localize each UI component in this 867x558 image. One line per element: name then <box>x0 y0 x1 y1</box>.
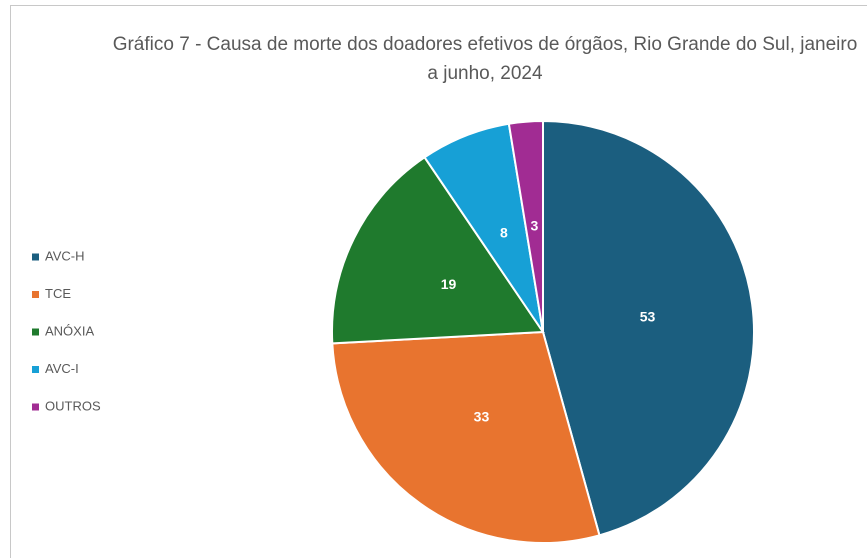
chart-border <box>10 5 867 558</box>
legend-swatch <box>32 366 39 373</box>
pie-slice <box>542 119 755 537</box>
legend-label: AVC-H <box>45 248 84 263</box>
legend-swatch <box>32 253 39 261</box>
data-label: 8 <box>500 225 508 241</box>
legend-label: OUTROS <box>45 398 101 413</box>
chart-title: Gráfico 7 - Causa de morte dos doadores … <box>112 34 858 84</box>
pie-slice <box>331 330 601 544</box>
pie-slice <box>507 119 544 333</box>
legend-swatch <box>32 403 39 411</box>
data-label: 3 <box>531 218 539 234</box>
legend-label: TCE <box>45 286 71 301</box>
legend-swatch <box>32 291 39 298</box>
data-label: 33 <box>474 408 490 424</box>
data-label: 53 <box>640 308 656 324</box>
legend-label: AVC-I <box>45 361 79 376</box>
data-label: 19 <box>441 276 457 292</box>
pie-slice <box>331 155 545 345</box>
legend-label: ANÓXIA <box>45 323 94 338</box>
legend-swatch <box>32 328 39 336</box>
